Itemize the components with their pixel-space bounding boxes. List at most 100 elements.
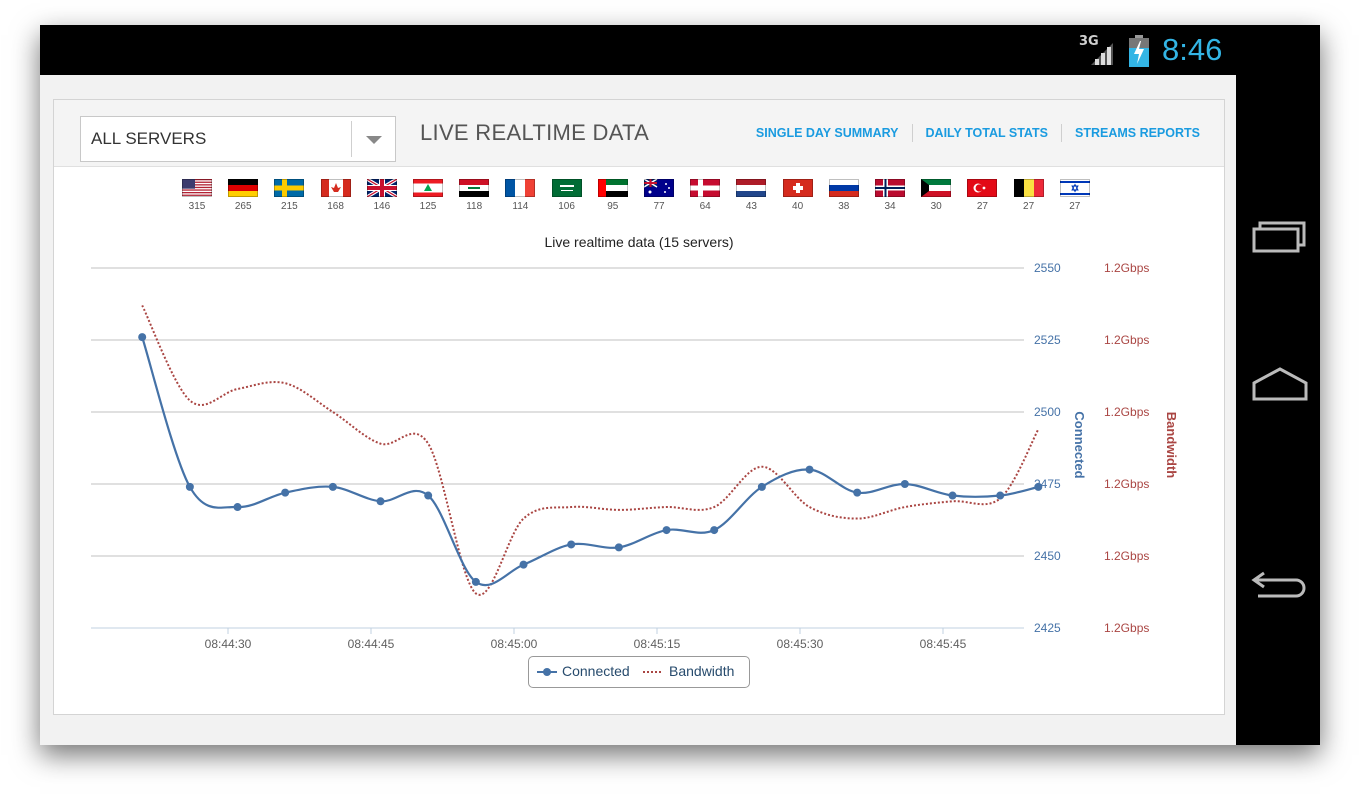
flag-be-icon	[1013, 179, 1044, 197]
flag-lb[interactable]: 125	[411, 179, 445, 212]
flag-count: 38	[838, 201, 850, 212]
flag-count: 27	[1023, 201, 1035, 212]
clock: 8:46	[1162, 32, 1223, 67]
data-point-connected	[662, 526, 671, 535]
legend-bandwidth-marker	[643, 671, 663, 673]
flag-count: 30	[930, 201, 942, 212]
flag-de[interactable]: 265	[226, 179, 260, 212]
data-point-connected	[1034, 482, 1043, 491]
legend-bandwidth[interactable]: Bandwidth	[669, 663, 735, 679]
flag-tr[interactable]: 27	[965, 179, 999, 212]
select-divider	[351, 121, 352, 157]
flag-iq[interactable]: 118	[457, 179, 491, 212]
flag-tr-icon	[967, 179, 998, 197]
network-type: 3G	[1079, 34, 1099, 49]
flag-count: 27	[1069, 201, 1081, 212]
flag-ca-icon	[320, 179, 351, 197]
y-left-tick-label: 2450	[1034, 549, 1061, 563]
flag-kw[interactable]: 30	[919, 179, 953, 212]
x-tick-label: 08:45:00	[491, 637, 538, 651]
flag-ae[interactable]: 95	[596, 179, 630, 212]
chart-title: Live realtime data (15 servers)	[544, 234, 733, 250]
device-frame: 3G 8:46 ALL SERVERS	[40, 25, 1320, 745]
flag-dk-icon	[690, 179, 721, 197]
series-line-bandwidth	[141, 304, 1040, 596]
flag-be[interactable]: 27	[1012, 179, 1046, 212]
data-point-connected	[948, 491, 957, 500]
data-point-connected	[328, 482, 337, 491]
flag-count: 34	[884, 201, 896, 212]
flag-sa[interactable]: 106	[550, 179, 584, 212]
flag-count: 168	[327, 201, 344, 212]
flag-ae-icon	[597, 179, 628, 197]
x-tick-label: 08:44:30	[205, 637, 252, 651]
flag-ch-icon	[782, 179, 813, 197]
flag-count: 118	[466, 201, 483, 212]
flag-no-icon	[875, 179, 905, 197]
flag-sa-icon	[551, 179, 582, 197]
streams-reports-link[interactable]: STREAMS REPORTS	[1074, 126, 1200, 140]
dropdown-arrow-icon[interactable]	[365, 135, 383, 145]
flag-au[interactable]: 77	[642, 179, 676, 212]
flag-no[interactable]: 34	[873, 179, 907, 212]
home-icon[interactable]	[1250, 365, 1310, 405]
nav-bar	[1236, 75, 1320, 745]
daily-total-stats-link[interactable]: DAILY TOTAL STATS	[925, 126, 1048, 140]
data-point-connected	[471, 577, 480, 586]
flag-dk[interactable]: 64	[688, 179, 722, 212]
top-links: SINGLE DAY SUMMARY DAILY TOTAL STATS STR…	[756, 124, 1200, 142]
flag-count: 27	[976, 201, 988, 212]
recent-apps-icon[interactable]	[1250, 215, 1310, 255]
data-point-connected	[996, 491, 1005, 500]
x-tick-label: 08:45:45	[920, 637, 967, 651]
y-right-tick-label: 1.2Gbps	[1104, 621, 1149, 635]
signal-icon	[1091, 43, 1113, 65]
flag-us[interactable]: 315	[180, 179, 214, 212]
y-left-tick-label: 2525	[1034, 333, 1061, 347]
y-right-tick-label: 1.2Gbps	[1104, 549, 1149, 563]
data-point-connected	[614, 543, 623, 552]
flag-ca[interactable]: 168	[319, 179, 353, 212]
chart-legend[interactable]: Connected Bandwidth	[528, 656, 750, 688]
live-chart: Live realtime data (15 servers) 08:44:30…	[91, 234, 1179, 651]
y-right-tick-label: 1.2Gbps	[1104, 261, 1149, 275]
flag-ru-icon	[828, 179, 859, 197]
link-divider	[911, 124, 913, 142]
data-point-connected	[853, 488, 862, 497]
y-axis-label-bandwidth: Bandwidth	[1164, 412, 1179, 478]
flag-count: 265	[234, 201, 252, 212]
legend-connected[interactable]: Connected	[562, 663, 630, 679]
flag-de-icon	[228, 179, 259, 197]
x-tick-label: 08:45:30	[777, 637, 824, 651]
flag-il-icon	[1059, 179, 1090, 197]
data-point-connected	[900, 480, 909, 488]
back-icon[interactable]	[1250, 563, 1310, 603]
link-divider	[1060, 124, 1062, 142]
flag-fr[interactable]: 114	[503, 179, 537, 212]
flag-count: 77	[653, 201, 665, 212]
y-axis-label-connected: Connected	[1072, 411, 1087, 478]
flag-count: 64	[699, 201, 711, 212]
flag-se[interactable]: 215	[272, 179, 306, 212]
flag-us-icon	[182, 179, 212, 197]
stats-panel: ALL SERVERS LIVE REALTIME DATA SINGLE DA…	[53, 99, 1225, 715]
x-tick-label: 08:44:45	[348, 637, 395, 651]
flag-count: 95	[607, 201, 619, 212]
app-screen: ALL SERVERS LIVE REALTIME DATA SINGLE DA…	[40, 75, 1236, 745]
flag-ch[interactable]: 40	[781, 179, 815, 212]
flag-au-icon	[644, 179, 674, 197]
single-day-summary-link[interactable]: SINGLE DAY SUMMARY	[755, 126, 899, 140]
server-select[interactable]: ALL SERVERS	[80, 116, 396, 162]
flag-iq-icon	[459, 179, 490, 197]
server-select-value: ALL SERVERS	[91, 129, 207, 148]
flag-count: 125	[419, 201, 437, 212]
flag-count: 40	[792, 201, 804, 212]
flag-nl[interactable]: 43	[734, 179, 768, 212]
flag-ru[interactable]: 38	[827, 179, 861, 212]
flag-gb[interactable]: 146	[365, 179, 399, 212]
panel-header: ALL SERVERS LIVE REALTIME DATA SINGLE DA…	[54, 100, 1224, 167]
data-point-connected	[281, 488, 290, 497]
flag-kw-icon	[921, 179, 952, 197]
flag-il[interactable]: 27	[1058, 179, 1092, 212]
data-point-connected	[138, 333, 147, 342]
